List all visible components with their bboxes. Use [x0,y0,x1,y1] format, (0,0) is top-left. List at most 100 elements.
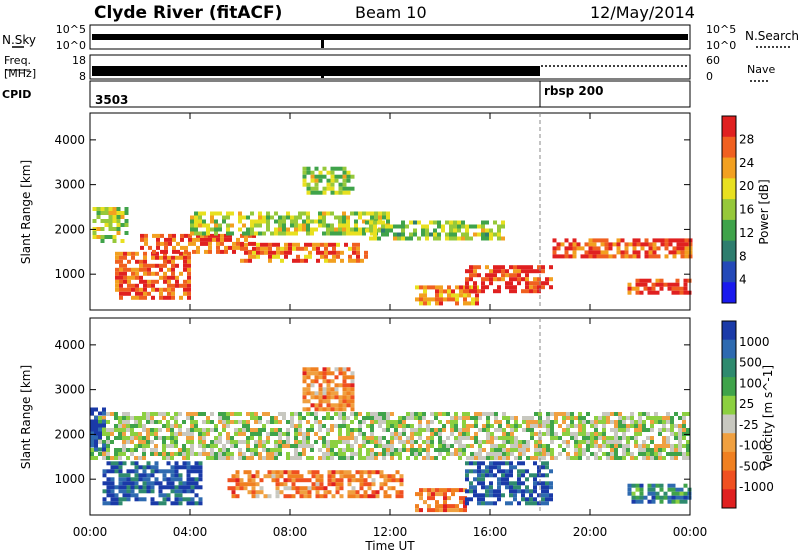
heatmap-cell [194,493,199,498]
heatmap-cell [445,232,449,237]
heatmap-cell [280,258,284,263]
heatmap-cell [474,432,478,436]
heatmap-cell [294,424,298,428]
heatmap-cell [382,416,386,420]
heatmap-cell [150,432,154,436]
heatmap-cell [461,220,465,225]
heatmap-cell [352,242,356,247]
heatmap-cell [194,424,198,428]
heatmap-cell [331,470,336,475]
heatmap-cell [598,420,602,424]
heatmap-cell [306,444,310,448]
heatmap-cell [655,290,660,295]
heatmap-cell [526,428,530,432]
heatmap-cell [232,245,236,250]
heatmap-cell [459,289,463,294]
heatmap-cell [574,432,578,436]
heatmap-cell [534,424,538,428]
heatmap-cell [162,452,166,456]
heatmap-cell [427,492,431,497]
heatmap-cell [435,301,439,306]
heatmap-cell [100,239,105,243]
heatmap-cell [254,223,258,228]
heatmap-cell [307,470,312,475]
heatmap-cell [214,227,218,232]
heatmap-cell [342,231,346,236]
heatmap-cell [505,473,509,478]
heatmap-cell [409,236,413,241]
heatmap-cell [455,297,459,302]
heatmap-cell [118,448,122,452]
heatmap-cell [310,395,315,400]
heatmap-cell [278,227,282,232]
heatmap-cell [330,371,335,376]
heatmap-cell [243,470,248,475]
heatmap-cell [220,233,224,238]
heatmap-cell [154,469,159,474]
heatmap-cell [427,285,431,290]
heatmap-cell [438,452,442,456]
heatmap-cell [596,254,601,259]
heatmap-cell [549,277,553,282]
heatmap-cell [517,281,521,286]
heatmap-cell [98,427,102,432]
heatmap-cell [538,448,542,452]
heatmap-cell [314,375,319,380]
heatmap-cell [202,231,206,236]
heatmap-cell [521,493,525,498]
heatmap-cell [426,420,430,424]
heatmap-cell [172,233,176,238]
heatmap-cell [238,412,242,416]
heatmap-cell [566,428,570,432]
heatmap-cell [246,227,250,232]
heatmap-cell [612,254,617,259]
heatmap-cell [282,432,286,436]
heatmap-cell [622,452,626,456]
heatmap-cell [122,416,126,420]
heatmap-cell [582,436,586,440]
heatmap-cell [534,412,538,416]
heatmap-cell [272,242,276,247]
heatmap-cell [458,456,462,460]
heatmap-cell [382,456,386,460]
heatmap-cell [120,211,125,215]
heatmap-cell [274,448,278,452]
heatmap-cell [666,440,670,444]
heatmap-cell [370,416,374,420]
heatmap-cell [202,448,206,452]
heatmap-cell [338,190,343,195]
heatmap-cell [470,424,474,428]
y-tick-label: 3000 [54,383,85,397]
heatmap-cell [310,371,315,376]
heatmap-cell [350,231,354,236]
x-tick-label: 04:00 [173,525,208,539]
heatmap-cell [214,440,218,444]
heatmap-cell [286,420,290,424]
heatmap-cell [638,448,642,452]
heatmap-cell [116,223,121,227]
heatmap-cell [398,436,402,440]
heatmap-cell [469,485,473,490]
heatmap-cell [486,432,490,436]
heatmap-cell [354,416,358,420]
heatmap-cell [467,293,471,298]
heatmap-cell [526,448,530,452]
heatmap-cell [385,224,389,229]
heatmap-cell [102,428,106,432]
heatmap-cell [680,242,685,247]
cpid-label: CPID [2,88,31,101]
heatmap-cell [190,215,194,220]
heatmap-cell [126,493,131,498]
heatmap-cell [187,259,191,264]
x-tick-label: 08:00 [273,525,308,539]
heatmap-cell [127,287,131,292]
heatmap-cell [430,436,434,440]
heatmap-cell [142,497,147,502]
heatmap-cell [347,470,352,475]
heatmap-cell [130,461,135,466]
heatmap-cell [228,245,232,250]
heatmap-cell [144,233,148,238]
heatmap-cell [533,485,537,490]
heatmap-cell [291,474,296,479]
heatmap-cell [399,490,404,495]
